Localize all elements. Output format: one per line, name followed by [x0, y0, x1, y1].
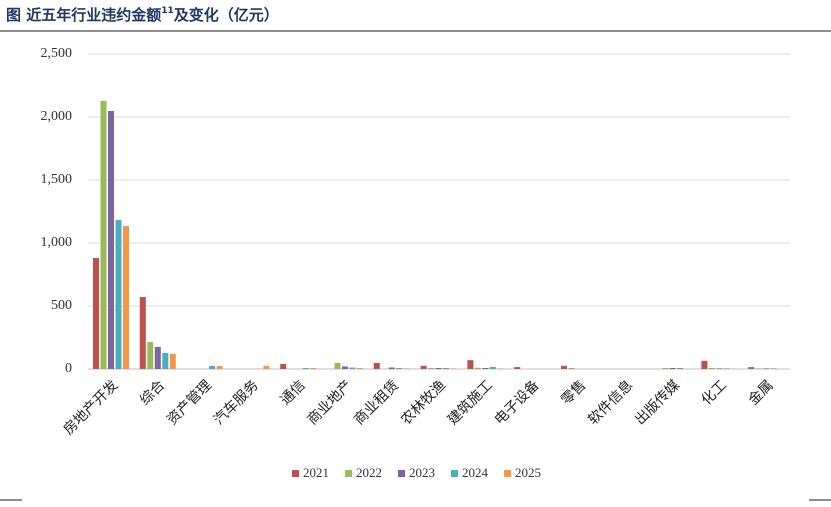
bar: [280, 363, 287, 369]
bar: [770, 368, 777, 369]
bar: [396, 367, 403, 369]
bar: [403, 368, 410, 369]
bar: [568, 367, 575, 369]
bar: [701, 360, 708, 369]
x-tick-label: 建筑施工: [445, 377, 496, 428]
y-tick-label: 1,500: [41, 172, 73, 187]
bar: [147, 342, 154, 369]
x-tick-label: 出版传媒: [632, 377, 683, 428]
bar: [216, 365, 223, 369]
x-tick-label: 综合: [137, 377, 168, 408]
title-suffix: 及变化（亿元）: [174, 6, 279, 24]
bar: [435, 367, 442, 369]
x-tick-label: 汽车服务: [210, 377, 262, 429]
bar: [467, 360, 474, 369]
bar: [716, 368, 723, 369]
bar: [388, 367, 395, 369]
bar: [334, 362, 341, 369]
bar: [310, 367, 317, 369]
bar: [669, 367, 676, 369]
y-tick-label: 500: [51, 298, 72, 313]
bar: [474, 367, 481, 369]
bar: [514, 367, 521, 369]
bar: [755, 368, 762, 369]
legend-label: 2021: [303, 465, 329, 480]
bar: [154, 346, 161, 369]
legend-swatch: [504, 470, 511, 477]
bar: [420, 365, 427, 369]
bar: [162, 352, 169, 369]
bar: [443, 367, 450, 369]
x-tick-label: 商业地产: [304, 377, 355, 428]
x-tick-label: 通信: [277, 377, 308, 408]
bar: [677, 367, 684, 369]
bar: [748, 367, 755, 369]
x-tick-label: 化工: [699, 377, 730, 408]
title-note: 11: [161, 6, 174, 16]
bar: [349, 367, 356, 369]
y-tick-label: 2,000: [41, 109, 73, 124]
bar: [428, 367, 435, 369]
bar: [662, 367, 669, 369]
bar: [169, 354, 176, 369]
legend-label: 2023: [409, 465, 435, 480]
x-tick-label: 商业租赁: [351, 377, 402, 428]
bar: [302, 367, 309, 369]
x-tick-label: 金属: [745, 377, 776, 408]
bar: [108, 110, 114, 370]
bar: [139, 297, 146, 369]
bar: [489, 366, 496, 369]
bar: [123, 225, 129, 369]
bar: [763, 368, 770, 369]
bar: [373, 362, 380, 369]
bar: [708, 367, 715, 369]
bar: [342, 366, 348, 369]
title-main: 图 近五年行业违约金额: [6, 6, 161, 24]
bar: [723, 368, 730, 369]
bar: [482, 367, 489, 369]
x-tick-label: 零售: [558, 377, 589, 408]
bar: [357, 367, 363, 369]
legend-swatch: [292, 470, 299, 477]
x-tick-label: 软件信息: [585, 377, 637, 429]
legend-swatch: [451, 470, 458, 477]
x-tick-label: 房地产开发: [61, 377, 122, 438]
bar: [450, 368, 457, 369]
legend-label: 2025: [515, 465, 541, 480]
x-tick-label: 农林牧渔: [398, 377, 449, 428]
bar: [93, 257, 99, 369]
bar: [115, 219, 122, 369]
bar: [263, 365, 270, 369]
legend-label: 2024: [462, 465, 489, 480]
chart-title: 图 近五年行业违约金额11及变化（亿元）: [6, 6, 279, 24]
y-tick-label: 0: [65, 361, 72, 376]
legend-swatch: [345, 470, 352, 477]
y-tick-label: 1,000: [41, 235, 73, 250]
x-tick-label: 电子设备: [491, 377, 543, 429]
bar: [497, 368, 504, 369]
legend-label: 2022: [356, 465, 382, 480]
bar: [100, 100, 107, 370]
bar: [209, 365, 216, 369]
legend-swatch: [398, 470, 405, 477]
x-tick-label: 资产管理: [164, 377, 215, 428]
y-tick-label: 2,500: [41, 46, 73, 61]
bar: [561, 365, 567, 369]
